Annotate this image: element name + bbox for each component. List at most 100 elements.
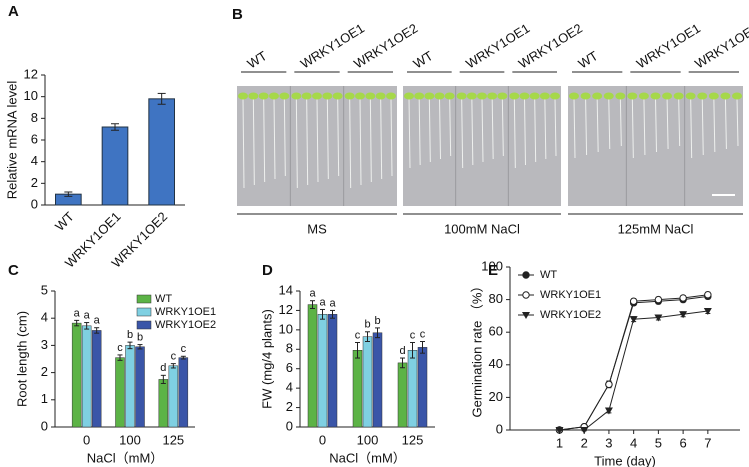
significance-letter: c [420, 328, 426, 340]
significance-letter: a [309, 288, 316, 300]
x-tick-label: 7 [704, 435, 711, 450]
bar [115, 357, 125, 428]
y-tick-label: 10 [24, 88, 38, 103]
seedling-root [631, 97, 634, 159]
seedling-root [263, 97, 266, 183]
significance-letter: c [355, 329, 361, 341]
group-label: 125mM NaCl [618, 221, 694, 236]
y-tick-label: 4 [286, 380, 293, 395]
x-tick-label: 3 [605, 435, 612, 450]
seedling-leaf [279, 92, 290, 100]
seedling-root [471, 97, 474, 166]
error-bar [320, 308, 325, 320]
y-tick-label: 40 [489, 356, 503, 371]
seedling-leaf [685, 92, 696, 100]
x-tick-label: 0 [83, 432, 90, 447]
seedling-root [666, 97, 669, 150]
seedling-leaf [456, 92, 467, 100]
seedling-leaf [269, 92, 279, 100]
seedling-root [273, 97, 276, 180]
error-bar [64, 191, 73, 197]
seedling-leaf [487, 92, 498, 100]
seedling-root [619, 97, 622, 147]
x-tick-label: 5 [655, 435, 662, 450]
error-bar [180, 355, 186, 360]
x-tick-label: 0 [319, 432, 326, 447]
y-tick-label: 60 [489, 324, 503, 339]
seedling-root [554, 97, 557, 157]
error-bar [157, 92, 166, 105]
y-tick-label: 0 [31, 196, 38, 211]
marker [604, 407, 613, 415]
seedling-root [501, 97, 504, 157]
error-bar [375, 327, 380, 339]
seedling-root [242, 97, 245, 189]
seedling-leaf [322, 92, 333, 100]
error-bar [74, 319, 80, 327]
legend-swatch [136, 294, 152, 304]
bar [91, 330, 102, 428]
legend-label: WRKY1OE2 [540, 309, 601, 321]
legend-marker [522, 312, 530, 319]
seedling-leaf [615, 92, 626, 100]
legend-label: WRKY1OE1 [155, 306, 216, 318]
error-bar [420, 341, 425, 354]
seedling-leaf [569, 92, 579, 100]
error-bar [160, 374, 166, 384]
seedling-root [724, 97, 727, 150]
seedling-root [306, 97, 309, 186]
y-tick-label: 2 [41, 364, 48, 379]
seedling-leaf [650, 92, 661, 100]
x-tick-label: 2 [581, 435, 588, 450]
seedling-leaf [477, 92, 487, 100]
y-axis-label: Germination rate （%） [469, 280, 484, 418]
significance-letter: b [137, 331, 143, 343]
seedling-leaf [603, 92, 614, 100]
significance-letter: a [329, 297, 336, 309]
seedling-leaf [673, 92, 684, 100]
bar [327, 314, 338, 428]
column-label: WT [410, 48, 435, 71]
bar [101, 126, 129, 206]
bar [352, 350, 363, 428]
seedling-root [573, 97, 576, 159]
seedling-root [608, 97, 611, 150]
y-tick-label: 6 [31, 131, 38, 146]
legend-label: WT [540, 269, 557, 281]
seedling-leaf [466, 92, 477, 100]
x-tick-label: 1 [556, 435, 563, 450]
seedling-leaf [301, 92, 312, 100]
seedling-leaf [312, 92, 322, 100]
seedling-root [359, 97, 362, 186]
seedling-leaf [580, 92, 591, 100]
legend-swatch [136, 307, 152, 317]
bar [125, 345, 135, 428]
seedling-leaf [509, 92, 520, 100]
seedling-root [513, 97, 516, 169]
y-tick-label: 10 [279, 321, 293, 336]
significance-letter: c [410, 329, 416, 341]
significance-letter: d [160, 362, 166, 374]
seedling-root [713, 97, 716, 153]
seedling-root [408, 97, 411, 169]
bar [178, 357, 189, 428]
marker [629, 316, 638, 324]
seedling-root [736, 97, 739, 147]
seedling-root [701, 97, 704, 156]
y-tick-label: 80 [489, 291, 503, 306]
seedling-root [596, 97, 599, 153]
legend-label: WRKY1OE1 [540, 289, 601, 301]
error-bar [355, 341, 360, 359]
x-tick-label: 125 [162, 432, 184, 447]
x-tick-label: 100 [119, 432, 141, 447]
seedling-root [380, 97, 383, 180]
panel-label: C [8, 262, 19, 279]
marker [555, 427, 564, 434]
x-tick-label: WT [52, 209, 77, 234]
marker [580, 427, 589, 434]
y-tick-label: 20 [489, 389, 503, 404]
seedling-leaf [248, 92, 259, 100]
marker [704, 291, 712, 299]
column-label: WRKY1OE1 [634, 20, 703, 71]
